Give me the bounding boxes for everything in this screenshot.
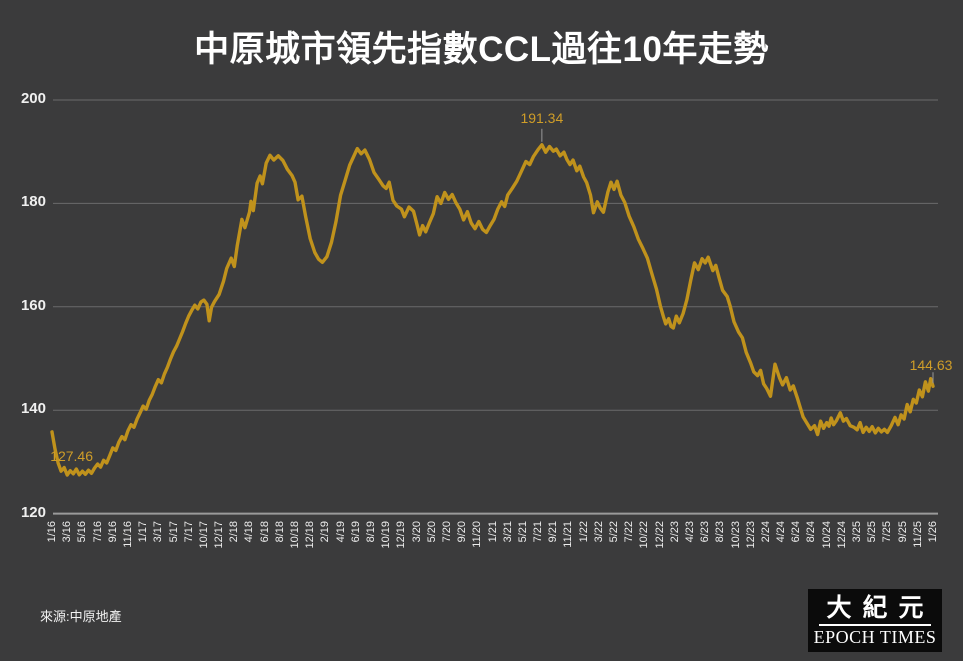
y-tick-label: 180 <box>20 193 46 211</box>
y-tick-label: 160 <box>20 296 46 314</box>
epoch-times-logo: 大紀元 EPOCH TIMES <box>808 589 942 652</box>
logo-latin-text: EPOCH TIMES <box>813 626 937 647</box>
annotation-127.46: 127.46 <box>50 448 94 465</box>
y-tick-label: 140 <box>20 400 46 418</box>
logo-cjk-text: 大紀元 <box>826 593 935 622</box>
y-tick-label: 120 <box>20 503 46 521</box>
chart-title: 中原城市領先指數CCL過往10年走勢 <box>194 30 769 69</box>
annotation-144.63: 144.63 <box>909 357 953 374</box>
annotation-191.34: 191.34 <box>520 109 564 126</box>
y-tick-label: 200 <box>20 90 46 107</box>
ccl-series-line <box>50 143 935 477</box>
source-label: 來源:中原地產 <box>40 609 122 624</box>
logo-divider <box>819 623 931 626</box>
